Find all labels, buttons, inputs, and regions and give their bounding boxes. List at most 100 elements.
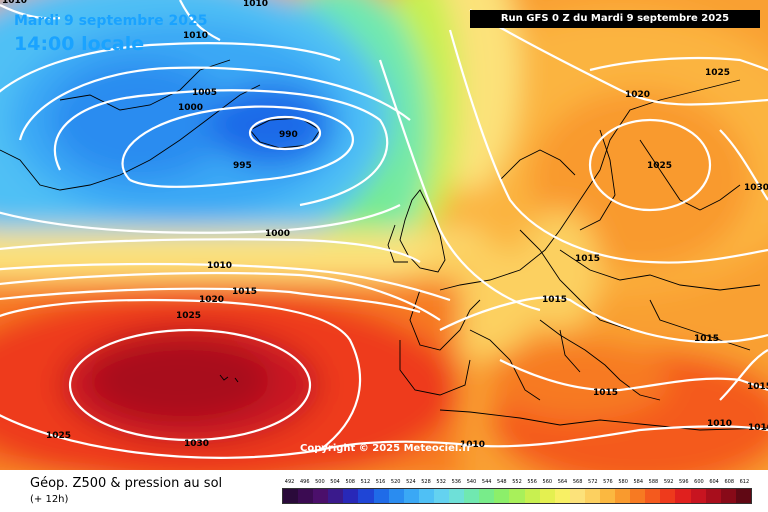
- color-scale-label: 580: [618, 479, 628, 485]
- isobar-label: 1015: [542, 295, 567, 305]
- isobar-label: 1010: [2, 0, 27, 6]
- color-scale-swatch: [494, 489, 510, 503]
- isobar-label: 1030: [744, 183, 768, 193]
- run-label: Run GFS 0 Z du Mardi 9 septembre 2025: [470, 10, 760, 28]
- color-scale-label: 568: [572, 479, 583, 485]
- color-scale-swatch: [358, 489, 374, 503]
- color-scale-labels: 492 496 500 504 508 512 516 520 524 528 532 536 540 5…: [282, 479, 752, 488]
- color-scale-swatch: [554, 489, 570, 503]
- color-scale-label: 584: [633, 479, 644, 485]
- isobar-labels: 1010 1010 1010 1005 1000 990 995 1000 10…: [2, 0, 768, 450]
- color-scale-swatch: [509, 489, 525, 503]
- isobar-label: 1010: [183, 31, 208, 41]
- color-scale-label: 608: [724, 479, 735, 485]
- color-scale-label: 516: [375, 479, 386, 485]
- forecast-date: Mardi 9 septembre 2025: [14, 13, 208, 29]
- isobar-label: 1010: [748, 423, 768, 433]
- color-scale-label: 552: [512, 479, 522, 485]
- color-scale-label: 528: [421, 479, 431, 485]
- lead-time: (+ 12h): [30, 494, 69, 505]
- copyright-notice: Copyright © 2025 Meteociel.fr: [300, 443, 472, 454]
- color-scale-swatch: [298, 489, 314, 503]
- color-scale-label: 504: [330, 479, 340, 485]
- color-scale-label: 508: [345, 479, 355, 485]
- color-scale-swatch: [464, 489, 480, 503]
- isobar-label: 1000: [265, 229, 290, 239]
- color-scale-label: 512: [360, 479, 371, 485]
- isobar-label: 1025: [705, 68, 730, 78]
- color-scale-bar: [282, 488, 752, 504]
- isobar-label: 1020: [199, 295, 224, 305]
- color-scale-swatch: [449, 489, 465, 503]
- forecast-map: 1010 1010 1010 1005 1000 990 995 1000 10…: [0, 0, 768, 470]
- color-scale-label: 612: [739, 479, 750, 485]
- color-scale-swatch: [720, 489, 736, 503]
- isobar-label: 1015: [747, 382, 768, 392]
- color-scale-label: 544: [481, 479, 492, 485]
- color-scale-swatch: [328, 489, 344, 503]
- color-scale-swatch: [283, 489, 299, 503]
- color-scale-label: 496: [299, 479, 310, 485]
- isobar-label: 1015: [232, 287, 257, 297]
- isobar-label: 1005: [192, 88, 217, 98]
- color-scale-label: 604: [709, 479, 719, 485]
- color-scale-swatch: [645, 489, 661, 503]
- color-scale-swatch: [418, 489, 434, 503]
- isobar-label: 1010: [707, 419, 732, 429]
- color-scale-swatch: [373, 489, 389, 503]
- color-scale-swatch: [735, 489, 751, 503]
- color-scale-swatch: [660, 489, 676, 503]
- color-scale-swatch: [343, 489, 359, 503]
- color-scale-label: 596: [678, 479, 689, 485]
- isobar-label: 1025: [46, 431, 71, 441]
- isobar-label: 1015: [593, 388, 618, 398]
- isobar-label: 1000: [178, 103, 203, 113]
- legend-footer: Géop. Z500 & pression au sol (+ 12h) 492…: [0, 470, 768, 512]
- isobar-label: 1010: [460, 440, 485, 450]
- color-scale-swatch: [630, 489, 646, 503]
- color-scale-label: 592: [663, 479, 674, 485]
- color-scale-label: 556: [527, 479, 537, 485]
- color-scale-label: 500: [315, 479, 325, 485]
- land-outlines: [0, 59, 768, 431]
- color-scale-label: 572: [588, 479, 598, 485]
- color-scale-label: 560: [542, 479, 553, 485]
- isobar-lines: [0, 0, 768, 458]
- color-scale-swatch: [313, 489, 329, 503]
- color-scale-swatch: [615, 489, 631, 503]
- color-scale-swatch: [584, 489, 600, 503]
- map-canvas: 1010 1010 1010 1005 1000 990 995 1000 10…: [0, 0, 768, 470]
- color-scale-swatch: [479, 489, 495, 503]
- color-scale-label: 520: [390, 479, 401, 485]
- isobar-label: 995: [233, 161, 252, 171]
- color-scale-swatch: [388, 489, 404, 503]
- isobar-label: 1010: [243, 0, 268, 9]
- color-scale-label: 492: [284, 479, 295, 485]
- isobar-label: 1015: [694, 334, 719, 344]
- isobar-label: 1010: [207, 261, 232, 271]
- color-scale-label: 540: [466, 479, 477, 485]
- isobar-label: 1030: [184, 439, 209, 449]
- color-scale-label: 588: [648, 479, 659, 485]
- color-scale-label: 576: [603, 479, 613, 485]
- color-scale-swatch: [675, 489, 691, 503]
- color-scale-swatch: [599, 489, 616, 503]
- field-title: Géop. Z500 & pression au sol: [30, 476, 223, 491]
- color-scale-swatch: [569, 489, 585, 503]
- color-scale-label: 532: [436, 479, 446, 485]
- color-scale-label: 524: [406, 479, 416, 485]
- isobar-label: 1015: [575, 254, 600, 264]
- isobar-label: 990: [279, 130, 298, 140]
- isobar-label: 1020: [625, 90, 650, 100]
- color-scale-swatch: [433, 489, 450, 503]
- color-scale-swatch: [539, 489, 555, 503]
- color-scale-label: 548: [497, 479, 507, 485]
- color-scale-swatch: [705, 489, 721, 503]
- color-scale-swatch: [524, 489, 540, 503]
- color-scale-swatch: [403, 489, 419, 503]
- color-scale-swatch: [690, 489, 706, 503]
- color-scale-label: 536: [451, 479, 462, 485]
- color-scale-label: 564: [557, 479, 568, 485]
- isobar-label: 1025: [647, 161, 672, 171]
- color-scale-label: 600: [694, 479, 704, 485]
